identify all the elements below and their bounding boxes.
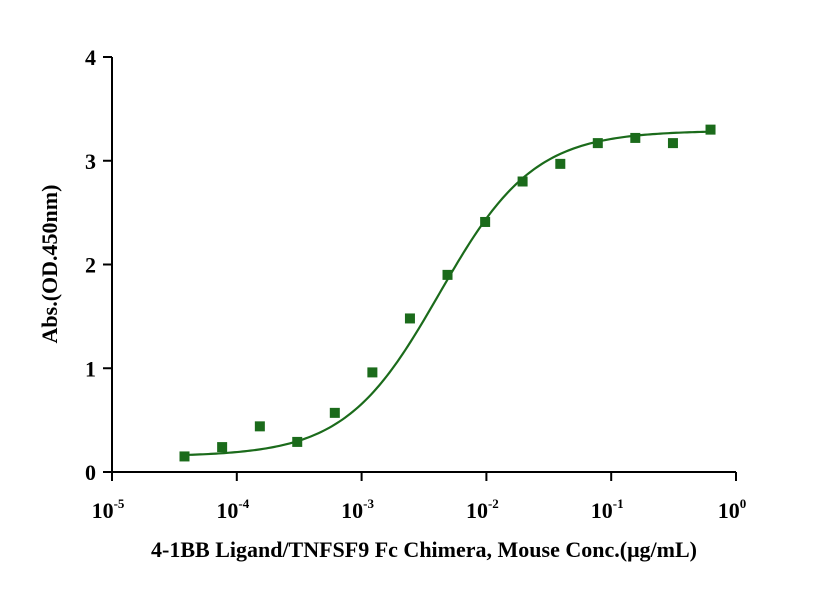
- data-point: [517, 176, 528, 187]
- y-tick-label: 0: [85, 460, 96, 485]
- x-tick-label: 10-2: [466, 496, 499, 523]
- data-point: [592, 138, 603, 149]
- y-tick-label: 2: [85, 253, 96, 278]
- axes: [111, 57, 736, 473]
- data-point: [705, 124, 716, 135]
- fit-curve: [184, 130, 711, 457]
- data-point: [292, 436, 303, 447]
- data-point: [217, 442, 228, 453]
- data-point: [367, 367, 378, 378]
- data-point: [630, 132, 641, 143]
- x-tick-label: 10-3: [341, 496, 374, 523]
- data-point: [442, 269, 453, 280]
- y-tick-label: 1: [85, 356, 96, 381]
- data-point: [667, 138, 678, 149]
- data-point: [179, 451, 190, 462]
- x-tick-label: 10-5: [92, 496, 125, 523]
- y-axis-title: Abs.(OD.450nm): [37, 185, 62, 344]
- x-tick-label: 100: [718, 496, 747, 523]
- x-tick-label: 10-1: [591, 496, 624, 523]
- data-point: [329, 407, 340, 418]
- y-tick-label: 3: [85, 149, 96, 174]
- y-ticks: 0 1 2 3 4: [85, 45, 112, 485]
- y-tick-label: 4: [85, 45, 96, 70]
- data-point: [254, 421, 265, 432]
- data-point: [480, 216, 491, 227]
- x-ticks: 10-5 10-4 10-3 10-2 10-1 100: [92, 472, 747, 523]
- data-point: [404, 313, 415, 324]
- x-axis-title: 4-1BB Ligand/TNFSF9 Fc Chimera, Mouse Co…: [151, 537, 697, 562]
- data-point: [555, 158, 566, 169]
- x-tick-label: 10-4: [216, 496, 249, 523]
- data-points: [179, 124, 716, 462]
